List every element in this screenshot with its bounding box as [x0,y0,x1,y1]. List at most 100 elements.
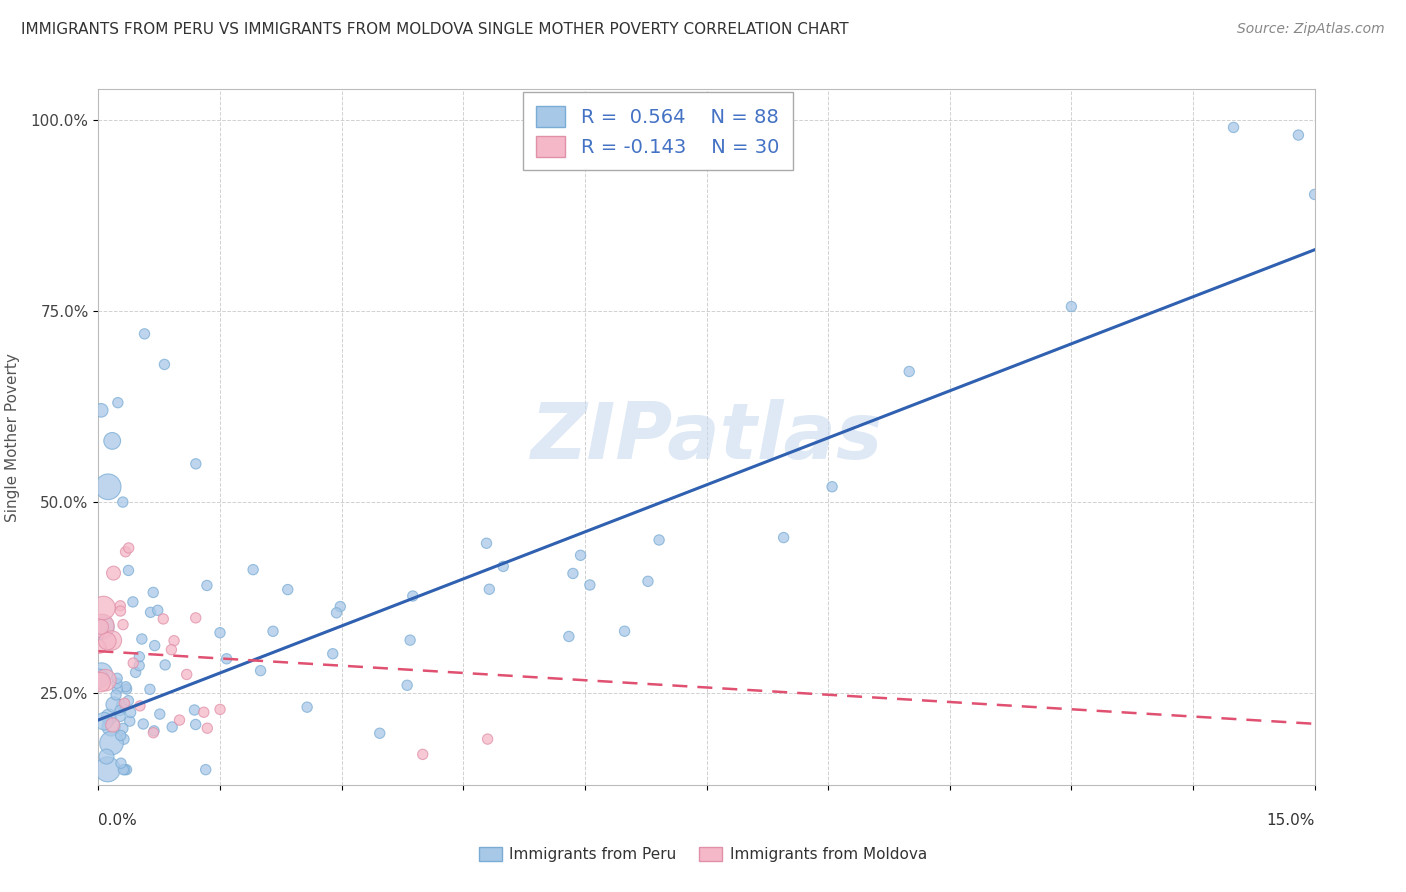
Point [478,582,501,597]
Point [128,658,150,673]
Point [110,756,132,771]
Point [93,714,115,729]
Point [132,717,155,731]
Point [396,678,419,692]
Point [195,578,218,592]
Point [215,652,238,666]
Point [124,665,146,680]
Point [152,612,174,626]
Point [569,549,592,563]
Point [153,657,176,672]
Point [105,688,128,702]
Point [325,606,347,620]
Point [1286,128,1309,142]
Point [184,717,207,731]
Point [208,625,231,640]
Point [90,620,112,634]
Point [103,566,125,581]
Point [160,720,183,734]
Text: IMMIGRANTS FROM PERU VS IMMIGRANTS FROM MOLDOVA SINGLE MOTHER POVERTY CORRELATIO: IMMIGRANTS FROM PERU VS IMMIGRANTS FROM … [21,22,849,37]
Point [89,672,111,686]
Point [103,698,125,712]
Point [90,675,112,690]
Point [1303,187,1326,202]
Point [122,656,145,670]
Point [195,721,218,735]
Point [97,480,120,494]
Point [139,682,162,697]
Point [329,599,352,614]
Point [492,559,515,574]
Point [101,434,124,448]
Point [249,664,271,678]
Point [399,633,422,648]
Point [561,566,583,581]
Point [90,666,112,681]
Point [100,720,122,734]
Point [637,574,659,589]
Point [112,763,135,777]
Point [101,633,124,648]
Point [108,709,131,723]
Point [277,582,299,597]
Point [115,681,138,696]
Text: 0.0%: 0.0% [98,814,138,828]
Point [477,732,499,747]
Point [169,713,191,727]
Point [114,680,136,694]
Point [262,624,284,639]
Point [194,763,217,777]
Point [142,585,165,599]
Point [112,732,135,747]
Point [96,634,118,648]
Point [111,495,134,509]
Point [117,693,139,707]
Point [107,395,129,409]
Point [143,639,166,653]
Point [134,326,156,341]
Text: Source: ZipAtlas.com: Source: ZipAtlas.com [1237,22,1385,37]
Point [613,624,636,639]
Point [402,589,425,603]
Point [143,723,166,738]
Point [129,698,152,713]
Point [108,703,131,717]
Point [163,633,186,648]
Point [821,480,844,494]
Point [115,763,138,777]
Point [160,642,183,657]
Point [112,617,135,632]
Point [412,747,434,762]
Point [112,696,135,710]
Point [139,605,162,619]
Point [368,726,391,740]
Point [93,601,115,615]
Point [114,763,136,777]
Point [1060,300,1083,314]
Point [98,709,121,723]
Point [110,599,132,613]
Point [558,630,581,644]
Point [118,714,141,728]
Point [1222,120,1244,135]
Point [183,703,205,717]
Point [176,667,198,681]
Point [90,620,112,634]
Point [184,457,207,471]
Point [193,705,215,719]
Point [295,700,318,714]
Point [242,563,264,577]
Point [94,673,117,688]
Point [184,611,207,625]
Point [97,762,120,776]
Point [149,707,172,722]
Point [110,729,132,743]
Point [105,676,128,690]
Point [111,698,134,712]
Y-axis label: Single Mother Poverty: Single Mother Poverty [4,352,20,522]
Point [579,578,602,592]
Point [142,725,165,739]
Point [122,595,145,609]
Point [146,603,169,617]
Point [117,563,139,577]
